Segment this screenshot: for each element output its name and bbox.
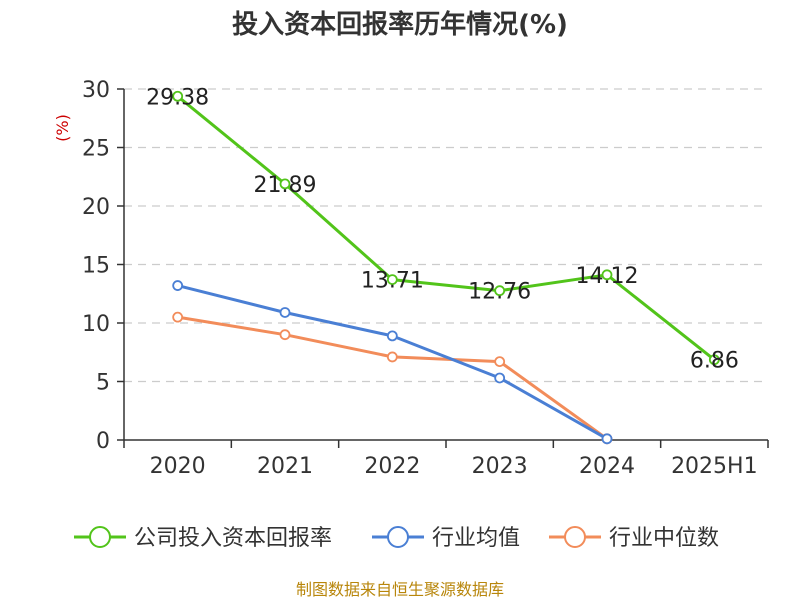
data-label: 13.71 bbox=[361, 269, 424, 294]
x-tick-label: 2021 bbox=[257, 454, 313, 479]
legend-label: 行业均值 bbox=[432, 526, 520, 551]
data-point[interactable] bbox=[279, 329, 291, 341]
data-point[interactable] bbox=[494, 356, 506, 368]
data-point[interactable] bbox=[386, 351, 398, 363]
data-point[interactable] bbox=[601, 269, 613, 281]
data-label: 29.38 bbox=[146, 85, 209, 110]
legend-marker-icon bbox=[387, 526, 409, 548]
series-line bbox=[176, 94, 716, 362]
data-label: 14.12 bbox=[576, 264, 639, 289]
y-tick-label: 25 bbox=[82, 137, 110, 162]
data-point[interactable] bbox=[386, 330, 398, 342]
legend[interactable]: 公司投入资本回报率 行业均值 行业中位数 bbox=[74, 526, 719, 551]
x-tick-label: 2022 bbox=[364, 454, 420, 479]
y-tick-label: 30 bbox=[82, 78, 110, 103]
y-tick-label: 15 bbox=[82, 254, 110, 279]
legend-item[interactable]: 行业均值 bbox=[372, 526, 520, 551]
x-tick-label: 2025H1 bbox=[671, 454, 758, 479]
y-tick-label: 10 bbox=[82, 312, 110, 337]
data-point[interactable] bbox=[172, 311, 184, 323]
x-tick-label: 2020 bbox=[150, 454, 206, 479]
source-note: 制图数据来自恒生聚源数据库 bbox=[296, 580, 504, 599]
data-labels: 29.38 21.89 13.71 12.76 14.12 6.86 bbox=[146, 85, 739, 373]
y-axis-unit-label: (%) bbox=[53, 114, 72, 142]
y-tick-label: 0 bbox=[96, 429, 110, 454]
x-tick-label: 2024 bbox=[579, 454, 635, 479]
data-label: 12.76 bbox=[468, 280, 531, 305]
series-lines bbox=[172, 90, 720, 445]
x-tick-label: 2023 bbox=[472, 454, 528, 479]
data-label: 21.89 bbox=[254, 173, 317, 198]
data-point[interactable] bbox=[494, 372, 506, 384]
legend-label: 公司投入资本回报率 bbox=[134, 526, 332, 551]
axes: 0 5 10 15 20 25 30 2020 2021 2022 2023 2024 2025H1 bbox=[82, 78, 769, 479]
y-tick-label: 20 bbox=[82, 195, 110, 220]
grid-lines bbox=[124, 88, 768, 383]
chart-title: 投入资本回报率历年情况(%) bbox=[232, 9, 568, 40]
legend-marker-icon bbox=[564, 526, 586, 548]
data-point[interactable] bbox=[279, 178, 291, 190]
legend-item[interactable]: 行业中位数 bbox=[549, 526, 719, 551]
data-point[interactable] bbox=[172, 280, 184, 291]
data-point[interactable] bbox=[386, 274, 398, 285]
data-point[interactable] bbox=[601, 433, 613, 445]
legend-marker-icon bbox=[89, 526, 111, 548]
data-point[interactable] bbox=[172, 90, 184, 102]
data-label: 6.86 bbox=[690, 349, 739, 374]
legend-item[interactable]: 公司投入资本回报率 bbox=[74, 526, 332, 551]
y-tick-label: 5 bbox=[96, 371, 110, 396]
data-point[interactable] bbox=[708, 354, 720, 366]
data-point[interactable] bbox=[494, 285, 506, 297]
legend-label: 行业中位数 bbox=[609, 526, 719, 551]
data-point[interactable] bbox=[279, 307, 291, 318]
